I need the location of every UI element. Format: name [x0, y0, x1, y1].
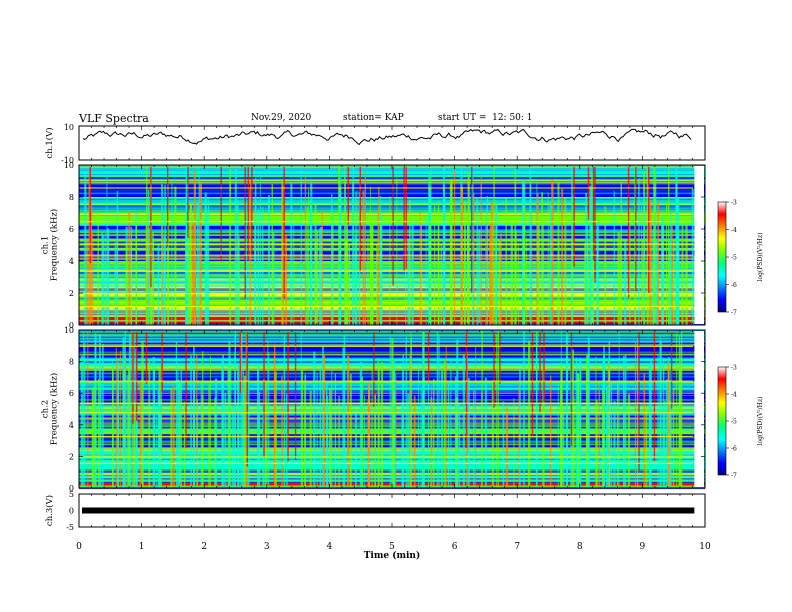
ch1-ytick-top: 10: [64, 123, 74, 132]
ch1-spectrogram-colorbar-label: log(PSD)(V²/Hz): [757, 233, 764, 282]
ch1-spectrogram-colorbar: [717, 201, 727, 313]
ch3-panel: [78, 494, 706, 527]
ch2-spectrogram-ytick-6: 6: [69, 389, 74, 398]
xtick-3: 3: [264, 542, 270, 552]
ch3-ylabel: ch.3(V): [44, 495, 55, 526]
xtick-1: 1: [139, 542, 145, 552]
ch1-waveform-panel: [78, 126, 706, 160]
ch2-spectrogram-colorbar: [717, 366, 727, 476]
ch2-spectrogram-ytick-8: 8: [69, 358, 74, 367]
ch2-spectrogram-colorbar-label: log(PSD)(V²/Hz): [757, 397, 764, 446]
ch1-spectrogram-ytick-0: 0: [69, 321, 74, 330]
ch2-spectrogram-ylabel-line2: Frequency (kHz): [49, 373, 60, 445]
xtick-9: 9: [640, 542, 646, 552]
ch1-spectrogram-cbtick--5: -5: [731, 255, 737, 262]
ch1-spectrogram-ytick-6: 6: [69, 225, 74, 234]
ch3-frame: [78, 493, 706, 528]
ch2-spectrogram-cbtick--3: -3: [731, 365, 737, 372]
ch2-spectrogram-ylabel: ch.2: [41, 400, 51, 418]
xtick-6: 6: [452, 542, 458, 552]
ch1-spectrogram-ytick-8: 8: [69, 193, 74, 202]
ch2-spectrogram-cbtick--7: -7: [731, 473, 737, 480]
ch1-spectrogram-ylabel: ch.1: [41, 236, 51, 254]
xtick-4: 4: [327, 542, 333, 552]
ch2-spectrogram: [78, 329, 706, 490]
ch1-trace: [82, 128, 692, 146]
ch3-ytick--5: -5: [66, 523, 74, 532]
ch1-spectrogram: [78, 164, 706, 326]
ch1-spectrogram-cbtick--4: -4: [731, 227, 737, 234]
ch2-spectrogram-cbtick--4: -4: [731, 392, 737, 399]
date-label: Nov.29, 2020: [251, 113, 312, 123]
ch2-spectrogram-ytick-4: 4: [69, 421, 74, 430]
chart-title: VLF Spectra: [79, 112, 149, 125]
ch1-waveform-frame: [78, 125, 706, 161]
ch3-trace: [82, 507, 695, 514]
ch1-spectrogram-ytick-2: 2: [69, 289, 74, 298]
x-axis-label: Time (min): [364, 550, 421, 561]
start-time-label: start UT = 12: 50: 1: [438, 113, 533, 123]
ch1-ylabel: ch.1(V): [44, 127, 55, 158]
ch1-spectrogram-cbtick--3: -3: [731, 200, 737, 207]
ch1-spectrogram-ytick-10: 10: [64, 161, 74, 170]
station-label: station= KAP: [343, 113, 404, 123]
xtick-7: 7: [514, 542, 520, 552]
xtick-5: 5: [389, 542, 395, 552]
xtick-0: 0: [76, 542, 82, 552]
ch3-ytick-5: 5: [69, 490, 74, 499]
ch1-ytick-bottom: -10: [61, 156, 74, 165]
xtick-2: 2: [201, 542, 207, 552]
ch2-spectrogram-ytick-2: 2: [69, 452, 74, 461]
ch1-spectrogram-ylabel-line2: Frequency (kHz): [49, 209, 60, 281]
ch2-spectrogram-cbtick--6: -6: [731, 446, 737, 453]
ch2-spectrogram-ytick-10: 10: [64, 326, 74, 335]
ch2-spectrogram-ytick-0: 0: [69, 484, 74, 493]
ch1-spectrogram-cbtick--7: -7: [731, 310, 737, 317]
ch1-spectrogram-frame: [78, 164, 706, 326]
xtick-10: 10: [699, 542, 711, 552]
ch1-spectrogram-cbtick--6: -6: [731, 282, 737, 289]
xtick-8: 8: [577, 542, 583, 552]
ch3-ytick-0: 0: [69, 507, 74, 516]
ch1-spectrogram-ytick-4: 4: [69, 257, 74, 266]
ch2-spectrogram-cbtick--5: -5: [731, 419, 737, 426]
ch2-spectrogram-frame: [78, 329, 706, 489]
